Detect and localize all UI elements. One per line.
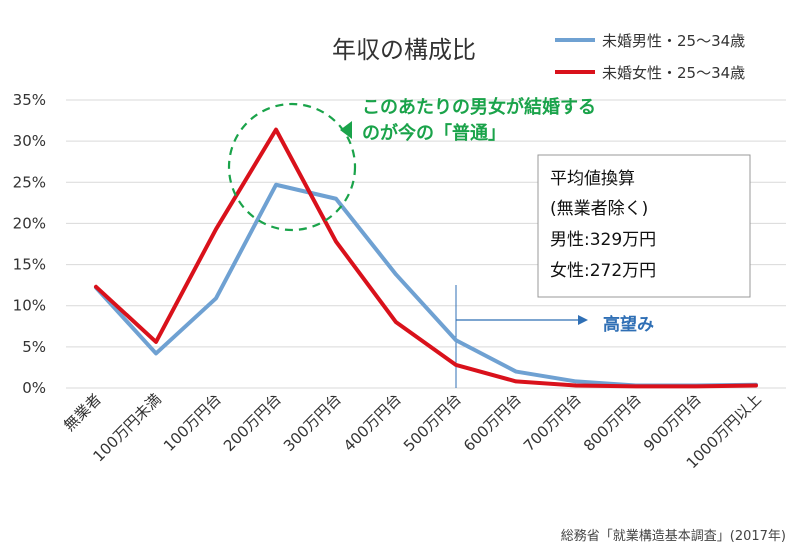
y-tick-label: 15% [13,256,46,274]
legend-label-male: 未婚男性・25～34歳 [602,32,745,50]
x-tick-label: 600万円台 [460,390,525,455]
series-lines [94,127,758,389]
y-tick-label: 0% [22,379,46,397]
info-box-line-1: 平均値換算 [550,169,635,189]
x-tick-label: 900万円台 [640,390,705,455]
legend: 未婚男性・25～34歳 未婚女性・25～34歳 [555,32,745,82]
arrow-label: 高望み [603,314,654,335]
series-line-female [94,127,758,389]
source-note: 総務省「就業構造基本調査」(2017年) [561,528,786,544]
x-tick-label: 700万円台 [520,390,585,455]
y-tick-label: 30% [13,132,46,150]
info-box-line-2: (無業者除く) [550,199,648,219]
chart-title: 年収の構成比 [332,36,476,64]
highlight-circle [227,102,357,232]
circle-note: このあたりの男女が結婚する のが今の「普通」 [340,96,596,144]
circle-note-line-1: このあたりの男女が結婚する [362,96,596,118]
x-tick-label: 100万円台 [160,390,225,455]
x-tick-label: 300万円台 [280,390,345,455]
x-tick-label: 500万円台 [400,390,465,455]
y-tick-label: 25% [13,173,46,191]
info-box-line-4: 女性:272万円 [550,261,656,281]
y-tick-label: 10% [13,297,46,315]
x-axis-ticks: 無業者100万円未満100万円台200万円台300万円台400万円台500万円台… [60,390,765,472]
circle-note-pointer [340,121,352,139]
circle-note-line-2: のが今の「普通」 [362,122,506,144]
x-tick-label: 200万円台 [220,390,285,455]
y-tick-label: 35% [13,91,46,109]
info-box-line-3: 男性:329万円 [550,230,656,250]
x-tick-label: 無業者 [60,390,105,435]
arrow-head [578,315,588,325]
info-box-frame [537,154,751,298]
y-axis-ticks: 0% 5% 10% 15% 20% 25% 30% 35% [13,91,46,397]
y-tick-label: 5% [22,338,46,356]
x-tick-label: 800万円台 [580,390,645,455]
x-tick-label: 400万円台 [340,390,405,455]
y-tick-label: 20% [13,214,46,232]
average-info-box: 平均値換算 (無業者除く) 男性:329万円 女性:272万円 [537,154,751,298]
legend-label-female: 未婚女性・25～34歳 [602,64,745,82]
